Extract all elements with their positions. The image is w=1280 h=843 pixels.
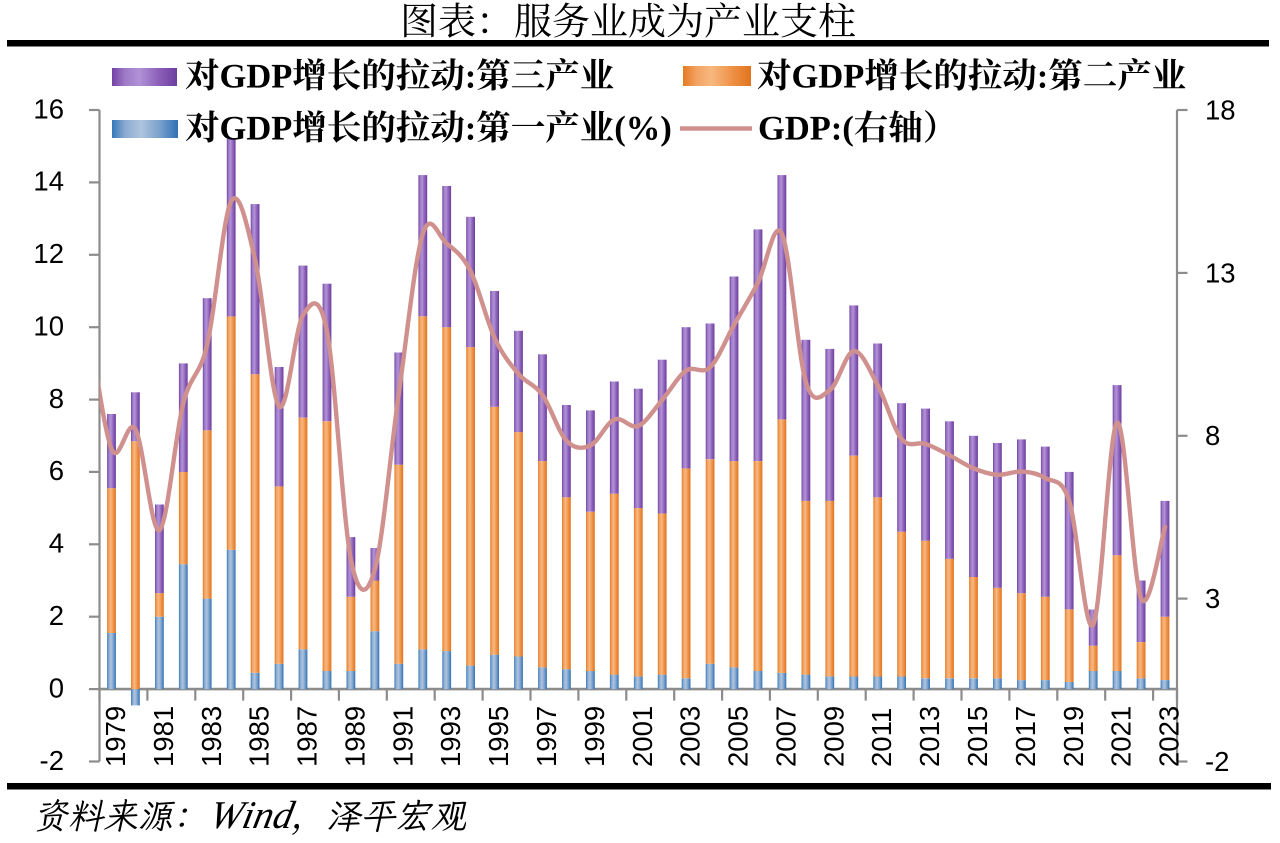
svg-text:2015: 2015 — [962, 706, 993, 767]
svg-text:2019: 2019 — [1058, 706, 1089, 767]
svg-text:1993: 1993 — [435, 706, 466, 767]
svg-text:12: 12 — [33, 238, 64, 269]
svg-text:2023: 2023 — [1154, 706, 1185, 767]
svg-text:2: 2 — [49, 600, 64, 631]
svg-text:0: 0 — [49, 672, 64, 703]
svg-text:1981: 1981 — [148, 706, 179, 767]
svg-text:3: 3 — [1205, 583, 1220, 614]
svg-text:2007: 2007 — [770, 706, 801, 767]
svg-text:1979: 1979 — [100, 706, 131, 767]
svg-text:1983: 1983 — [196, 706, 227, 767]
svg-text:2021: 2021 — [1106, 706, 1137, 767]
svg-text:1989: 1989 — [339, 706, 370, 767]
svg-text:2017: 2017 — [1010, 706, 1041, 767]
svg-text:2009: 2009 — [818, 706, 849, 767]
svg-text:1987: 1987 — [292, 706, 323, 767]
svg-text:-2: -2 — [40, 745, 64, 776]
svg-text:2001: 2001 — [627, 706, 658, 767]
svg-text:2005: 2005 — [723, 706, 754, 767]
svg-text:8: 8 — [49, 383, 64, 414]
svg-text:13: 13 — [1205, 257, 1236, 288]
svg-text:2011: 2011 — [866, 708, 897, 767]
svg-text:-2: -2 — [1205, 746, 1229, 777]
svg-text:1997: 1997 — [531, 706, 562, 767]
svg-text:10: 10 — [33, 311, 64, 342]
svg-text:1985: 1985 — [244, 706, 275, 767]
svg-text:16: 16 — [33, 93, 64, 124]
svg-text:2003: 2003 — [675, 706, 706, 767]
svg-text:1995: 1995 — [483, 706, 514, 767]
svg-text:18: 18 — [1205, 95, 1236, 126]
svg-text:6: 6 — [49, 455, 64, 486]
svg-text:2013: 2013 — [914, 706, 945, 767]
svg-text:1991: 1991 — [387, 706, 418, 767]
svg-text:1999: 1999 — [579, 706, 610, 767]
svg-text:14: 14 — [33, 166, 64, 197]
svg-text:4: 4 — [49, 528, 64, 559]
svg-text:8: 8 — [1205, 420, 1220, 451]
